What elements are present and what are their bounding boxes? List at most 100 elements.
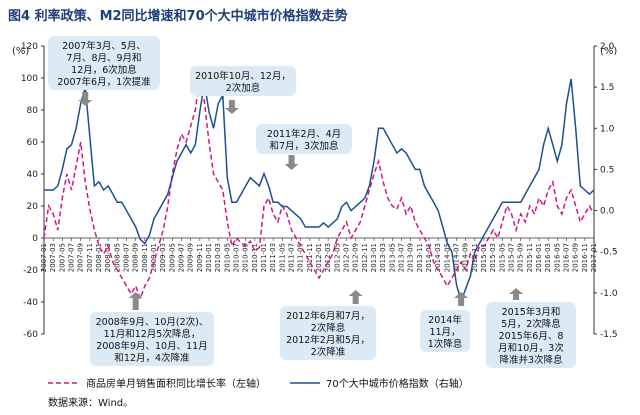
- x-tick-label: 2014-07: [453, 243, 461, 272]
- annotation-line: 2007年6月，1次提准: [57, 76, 151, 88]
- x-tick-label: 2011-05: [278, 243, 286, 272]
- x-tick-label: 2007-01: [40, 243, 48, 272]
- x-tick-label: 2009-05: [168, 243, 176, 272]
- arrow-up-icon: [348, 290, 363, 304]
- x-tick-label: 2012-05: [333, 243, 341, 272]
- left-axis: -60 -40 -20 0 20 40 60 80 100 120: [21, 42, 44, 340]
- left-tick-label: 60: [27, 138, 39, 148]
- x-tick-label: 2012-09: [352, 243, 360, 272]
- x-tick-label: 2012-11: [361, 243, 369, 272]
- annotation-box: [256, 124, 352, 154]
- annotation-line: 降准并3次降息: [499, 354, 562, 366]
- annotation-line: 5月，2次降息: [501, 318, 561, 330]
- left-tick-label: 20: [27, 202, 39, 212]
- annotation-arrows: [78, 92, 524, 310]
- annotation-line: 2次降息: [311, 322, 346, 334]
- annotation-line: 和7月，3次加息: [269, 140, 338, 152]
- x-tick-label: 2013-11: [416, 243, 424, 272]
- left-tick-label: -60: [23, 330, 38, 340]
- right-tick-label: -1.0: [600, 289, 618, 299]
- right-tick-label: -0.5: [600, 248, 618, 258]
- x-tick-label: 2008-05: [113, 243, 121, 272]
- x-tick-label: 2009-01: [150, 243, 158, 272]
- x-tick-label: 2016-05: [553, 243, 561, 272]
- annotation-box: [90, 312, 214, 366]
- annotation-line: 12月，6次加息: [71, 64, 137, 76]
- x-tick-label: 2011-01: [260, 243, 268, 272]
- annotation-line: 11月和12月5次降息，: [104, 328, 201, 340]
- right-axis: -1.5 -1.0 -0.5 0.0 0.5 1.0 1.5 2.0: [594, 42, 618, 340]
- annotation-line: 7月、8月、9月和: [66, 53, 141, 64]
- annotation-line: 2015年6月、8: [499, 330, 564, 342]
- left-tick-label: -40: [23, 298, 38, 308]
- left-tick-label: 100: [21, 74, 38, 84]
- x-tick-label: 2011-07: [288, 243, 296, 272]
- x-tick-label: 2007-03: [49, 243, 57, 272]
- x-tick-label: 2011-09: [297, 243, 305, 272]
- legend-label-price: 70个大中城市价格指数（右轴）: [326, 377, 469, 390]
- x-tick-label: 2007-05: [58, 243, 66, 272]
- legend-label-sales: 商品房单月销售面积同比增长率（左轴）: [86, 377, 266, 390]
- annotation-line: 月和10月，3次: [498, 342, 564, 354]
- x-tick-label: 2008-03: [104, 243, 112, 272]
- x-tick-label: 2015-05: [498, 243, 506, 272]
- x-tick-label: 2009-11: [196, 243, 204, 272]
- right-tick-label: 2.0: [600, 42, 615, 52]
- arrow-up-icon: [128, 292, 143, 310]
- arrow-down-icon: [284, 155, 299, 170]
- right-tick-label: -1.5: [600, 330, 618, 340]
- annotation-box: [48, 36, 160, 90]
- series-price-line: [44, 78, 595, 304]
- x-tick-label: 2010-07: [233, 243, 241, 272]
- x-tick-label: 2013-09: [407, 243, 415, 272]
- x-tick-label: 2008-07: [123, 243, 131, 272]
- right-tick-label: 0.5: [600, 165, 614, 175]
- annotation-line: 2008年9月、10月(2次)、: [96, 316, 209, 328]
- annotation-line: 2012年2月和5月，: [286, 334, 370, 346]
- left-tick-label: 0: [32, 234, 38, 244]
- x-axis: 2007-01 2007-03 2007-05 2007-07 2007-09 2007-…: [40, 238, 598, 272]
- x-tick-label: 2007-11: [86, 243, 94, 272]
- left-tick-label: 40: [27, 170, 39, 180]
- x-tick-label: 2009-07: [178, 243, 186, 272]
- arrow-down-icon: [224, 100, 239, 114]
- x-tick-label: 2013-03: [379, 243, 387, 272]
- series-group: [43, 77, 595, 304]
- x-tick-label: 2017-01: [590, 243, 598, 272]
- annotation-line: 2014年: [428, 314, 462, 326]
- x-tick-label: 2015-09: [517, 243, 525, 272]
- annotation-line: 1次降息: [428, 338, 463, 350]
- annotation-line: 2010年10月、12月，: [195, 70, 291, 82]
- x-tick-label: 2015-07: [508, 243, 516, 272]
- annotation-line: 和12月，4次降准: [114, 352, 190, 364]
- annotations: 2007年3月、5月、7月、8月、9月和12月，6次加息2007年6月，1次提准…: [48, 36, 576, 368]
- annotation-line: 2015年3月和: [502, 306, 561, 318]
- annotation-line: 2012年6月和7月，: [286, 310, 370, 322]
- right-axis-unit: (%): [600, 46, 617, 57]
- x-tick-label: 2008-09: [132, 243, 140, 272]
- legend: 商品房单月销售面积同比增长率（左轴） 70个大中城市价格指数（右轴）: [48, 377, 469, 390]
- annotation-line: 2008年9月、10月、11月: [96, 340, 207, 352]
- annotation-line: 2次加息: [226, 82, 261, 94]
- x-tick-label: 2016-03: [544, 243, 552, 272]
- x-tick-label: 2014-05: [443, 243, 451, 272]
- right-tick-label: 0.0: [600, 207, 615, 217]
- arrow-up-icon: [509, 288, 524, 300]
- x-tick-label: 2007-09: [77, 243, 85, 272]
- x-tick-label: 2016-01: [535, 243, 543, 272]
- chart-title: 图4 利率政策、M2同比增速和70个大中城市价格指数走势: [8, 8, 348, 24]
- x-tick-label: 2011-03: [269, 243, 277, 272]
- annotation-box: [420, 310, 470, 352]
- annotation-box: [280, 306, 376, 360]
- x-tick-label: 2016-07: [563, 243, 571, 272]
- right-tick-label: 1.0: [600, 124, 615, 134]
- x-tick-label: 2009-09: [187, 243, 195, 272]
- right-tick-label: 1.5: [600, 83, 614, 93]
- x-tick-label: 2010-03: [214, 243, 222, 272]
- annotation-line: 11月，: [429, 327, 460, 338]
- arrow-up-icon: [454, 292, 469, 306]
- x-tick-label: 2014-03: [434, 243, 442, 272]
- arrow-down-icon: [78, 92, 93, 106]
- annotation-line: 2次降准: [311, 346, 346, 358]
- x-tick-label: 2012-07: [343, 243, 351, 272]
